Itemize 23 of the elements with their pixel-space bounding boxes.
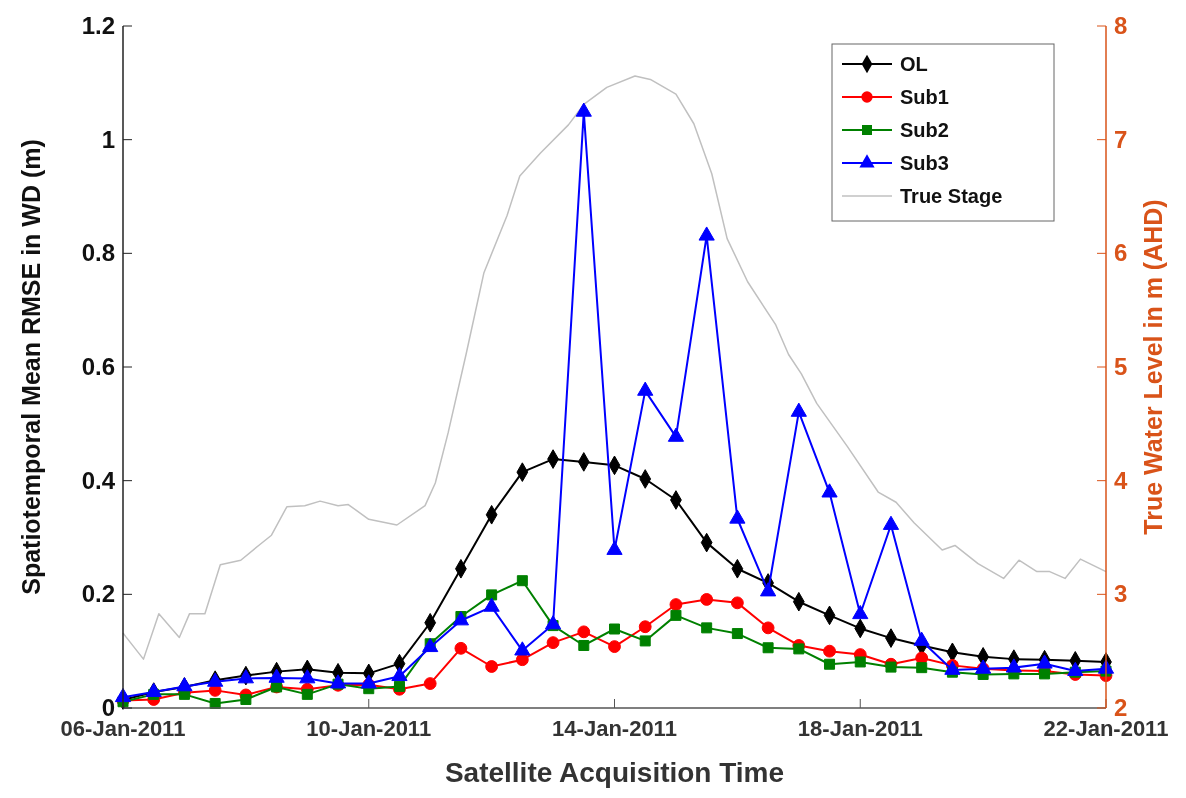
y-tick-label: 1 — [101, 125, 115, 153]
y-tick-label: 0.2 — [81, 580, 115, 608]
x-axis-title: Satellite Acquisition Time — [444, 757, 785, 788]
legend-label: Sub1 — [900, 86, 949, 108]
y2-tick-label: 5 — [1114, 353, 1128, 380]
y2-tick-label: 6 — [1114, 239, 1128, 267]
y-tick-label: 1.2 — [81, 12, 115, 39]
y-axis-title: Spatiotemporal Mean RMSE in WD (m) — [17, 139, 45, 595]
x-tick-label: 10-Jan-2011 — [306, 716, 432, 741]
legend-label: OL — [900, 53, 928, 75]
y2-axis-title: True Water Level in m (AHD) — [1139, 199, 1167, 535]
legend-label: Sub3 — [900, 152, 949, 174]
y2-tick-label: 8 — [1114, 12, 1128, 39]
y2-tick-label: 7 — [1114, 125, 1128, 153]
y-tick-label: 0.8 — [81, 239, 115, 267]
legend-label: Sub2 — [900, 119, 949, 141]
legend-label: True Stage — [900, 185, 1003, 207]
y-tick-label: 0.6 — [81, 353, 115, 380]
x-tick-label: 18-Jan-2011 — [797, 716, 923, 741]
y-tick-label: 0.4 — [81, 466, 116, 494]
x-tick-label: 14-Jan-2011 — [552, 716, 677, 741]
y2-tick-label: 3 — [1114, 580, 1128, 608]
y2-tick-label: 4 — [1114, 466, 1128, 494]
